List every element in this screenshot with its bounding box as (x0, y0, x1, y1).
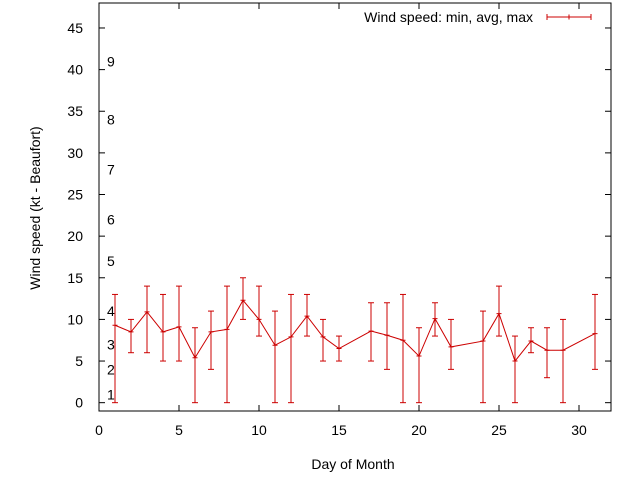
avg-marker (272, 342, 278, 348)
beaufort-label: 5 (107, 253, 115, 269)
avg-marker (512, 358, 518, 364)
data-point (176, 285, 182, 362)
avg-marker (560, 347, 566, 353)
avg-marker (240, 297, 246, 303)
avg-marker (192, 355, 198, 361)
data-point (224, 285, 230, 404)
avg-marker (176, 324, 182, 330)
data-point (592, 293, 598, 370)
avg-marker (320, 334, 326, 340)
beaufort-label: 7 (107, 162, 115, 178)
data-point (112, 293, 118, 404)
axes (98, 2, 612, 412)
beaufort-label: 6 (107, 211, 115, 227)
beaufort-label: 9 (107, 53, 115, 69)
y-tick-label: 20 (67, 228, 83, 244)
data-point (304, 293, 310, 337)
avg-marker (592, 331, 598, 337)
data-point (560, 318, 566, 404)
y-tick-label: 40 (67, 62, 83, 78)
avg-marker (384, 332, 390, 338)
data-point (336, 335, 342, 362)
y-tick-label: 45 (67, 20, 83, 36)
avg-marker (336, 346, 342, 352)
y-tick-label: 25 (67, 187, 83, 203)
y-tick-label: 10 (67, 311, 83, 327)
legend: Wind speed: min, avg, max (364, 9, 592, 25)
avg-marker (144, 309, 150, 315)
avg-marker (528, 338, 534, 344)
data-point (384, 302, 390, 370)
data-point (496, 285, 502, 337)
y-tick-label: 15 (67, 270, 83, 286)
beaufort-label: 3 (107, 336, 115, 352)
x-tick-label: 5 (175, 422, 183, 438)
legend-marker (566, 14, 572, 20)
x-tick-label: 0 (95, 422, 103, 438)
data-point (256, 285, 262, 337)
data-point (416, 327, 422, 404)
avg-marker (400, 337, 406, 343)
data-point (272, 310, 278, 404)
beaufort-label: 1 (107, 386, 115, 402)
avg-marker (128, 329, 134, 335)
x-axis-title: Day of Month (311, 456, 394, 472)
data-point (400, 293, 406, 404)
y-tick-label: 0 (75, 395, 83, 411)
data-point (528, 327, 534, 354)
avg-marker (544, 347, 550, 353)
data-point (288, 293, 294, 404)
data-point (368, 302, 374, 362)
avg-marker (160, 329, 166, 335)
data-point (512, 335, 518, 404)
avg-marker (304, 313, 310, 319)
y-tick-label: 30 (67, 145, 83, 161)
beaufort-scale: 1 2 3 4 5 6 7 8 9 (107, 53, 115, 402)
x-tick-label: 15 (331, 422, 347, 438)
y-axis-title: Wind speed (kt - Beaufort) (27, 126, 43, 289)
avg-marker (224, 326, 230, 332)
x-tick-label: 25 (491, 422, 507, 438)
avg-marker (368, 328, 374, 334)
legend-label: Wind speed: min, avg, max (364, 9, 533, 25)
series-line (114, 299, 596, 363)
data-point (480, 310, 486, 404)
avg-marker (480, 338, 486, 344)
x-tick-label: 30 (571, 422, 587, 438)
data-point (160, 293, 166, 362)
beaufort-label: 2 (107, 361, 115, 377)
x-tick-label: 20 (411, 422, 427, 438)
avg-marker (112, 322, 118, 328)
plot-frame (98, 2, 612, 412)
data-point (144, 285, 150, 354)
x-tick-label: 10 (251, 422, 267, 438)
avg-marker (496, 311, 502, 317)
data-point (128, 318, 134, 354)
series-wind-speed (112, 277, 598, 404)
data-point (432, 302, 438, 337)
y-tick-label: 35 (67, 103, 83, 119)
avg-marker (288, 334, 294, 340)
avg-marker (416, 353, 422, 359)
data-point (544, 327, 550, 379)
data-point (320, 318, 326, 362)
data-point (208, 310, 214, 370)
avg-marker (432, 316, 438, 322)
y-tick-label: 5 (75, 353, 83, 369)
data-point (192, 327, 198, 404)
avg-marker (448, 344, 454, 350)
beaufort-label: 8 (107, 112, 115, 128)
avg-marker (208, 329, 214, 335)
data-point (240, 277, 246, 320)
data-point (448, 318, 454, 370)
avg-marker (256, 316, 262, 322)
beaufort-label: 4 (107, 303, 115, 319)
